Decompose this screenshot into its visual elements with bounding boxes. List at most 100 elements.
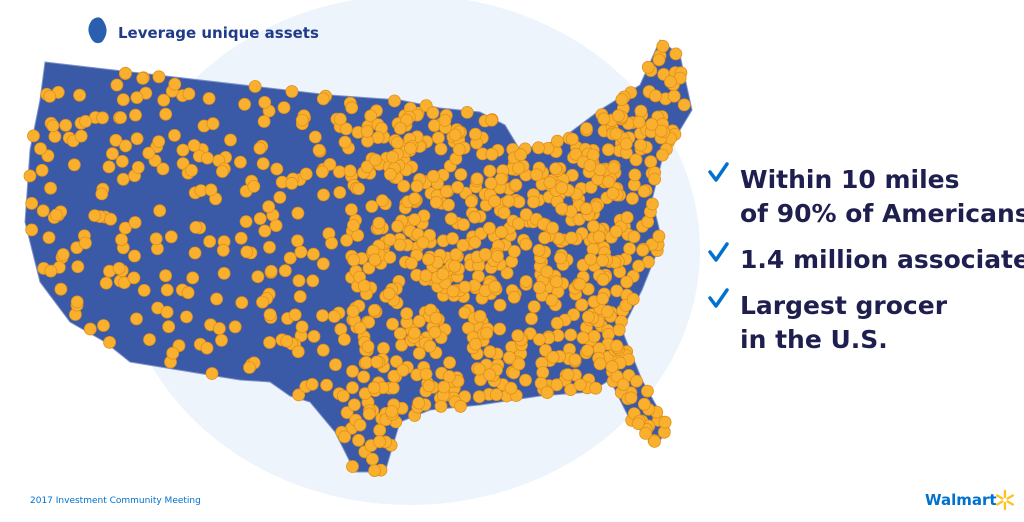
store-dot: [468, 210, 482, 224]
store-dot: [597, 112, 611, 126]
store-dot: [204, 183, 218, 197]
store-dot: [525, 312, 538, 326]
store-dot: [292, 388, 306, 402]
store-dot: [346, 381, 359, 395]
store-dot: [277, 101, 291, 114]
store-dot: [340, 233, 354, 247]
store-dot: [497, 206, 511, 220]
store-dot: [545, 293, 559, 307]
store-dot: [188, 246, 202, 260]
store-dot: [346, 304, 360, 318]
store-dot: [637, 397, 651, 411]
store-dot: [239, 215, 253, 229]
store-dot: [200, 151, 214, 165]
store-dot: [367, 303, 381, 317]
store-dot: [587, 219, 600, 233]
store-dot: [316, 343, 330, 357]
store-dot: [484, 176, 498, 190]
store-dot: [159, 269, 173, 283]
store-dot: [215, 165, 229, 178]
store-dot: [333, 186, 347, 199]
store-dot: [530, 168, 543, 182]
store-dot: [649, 89, 662, 103]
store-dot: [533, 333, 546, 346]
store-dot: [623, 242, 636, 256]
store-dot: [630, 374, 643, 388]
store-dot: [238, 97, 252, 111]
store-dot: [592, 230, 606, 244]
store-dot: [386, 150, 399, 164]
store-dot: [112, 261, 126, 275]
store-dot: [185, 163, 198, 177]
store-dot: [315, 165, 329, 179]
store-dot: [83, 322, 97, 336]
store-dot: [391, 219, 405, 233]
store-dot: [464, 195, 478, 209]
store-dot: [596, 273, 610, 287]
store-dot: [549, 162, 563, 176]
store-dot: [96, 111, 109, 125]
store-dot: [181, 286, 195, 300]
store-dot: [337, 333, 351, 346]
store-dot: [550, 275, 563, 289]
store-dot: [168, 77, 182, 91]
store-dot: [512, 357, 526, 371]
store-dot: [224, 133, 237, 147]
store-dot: [421, 252, 435, 266]
store-dot: [338, 430, 352, 444]
store-dot: [347, 253, 361, 267]
store-dot: [652, 53, 666, 67]
store-dot: [538, 231, 551, 245]
store-dot: [369, 153, 382, 167]
store-dot: [416, 236, 430, 250]
store-dot: [159, 107, 173, 121]
store-dot: [35, 163, 49, 177]
store-dot: [375, 194, 389, 208]
store-dot: [88, 209, 102, 223]
store-dot: [382, 287, 396, 301]
store-dot: [142, 146, 156, 160]
store-dot: [46, 119, 60, 133]
store-dot: [561, 368, 575, 382]
store-dot: [118, 221, 132, 235]
store-dot: [439, 185, 453, 198]
store-dot: [307, 329, 321, 343]
store-dot: [106, 147, 119, 161]
store-dot: [485, 147, 499, 161]
store-dot: [200, 341, 214, 355]
store-dot: [110, 78, 124, 92]
store-dot: [636, 243, 649, 257]
store-dot: [641, 384, 654, 398]
store-dot: [365, 452, 379, 466]
store-dot: [130, 132, 144, 146]
store-dot: [616, 378, 630, 392]
store-dot: [54, 282, 68, 296]
store-dot: [456, 238, 470, 252]
store-dot: [639, 426, 652, 440]
store-dot: [423, 339, 437, 353]
store-dot: [429, 311, 443, 325]
bullet-text: Largest grocer: [740, 291, 948, 320]
store-dot: [543, 176, 557, 190]
store-dot: [143, 333, 156, 347]
store-dot: [519, 373, 532, 387]
store-dot: [202, 92, 216, 105]
store-dot: [253, 212, 267, 226]
store-dot: [316, 92, 330, 106]
check-mark: [708, 162, 729, 182]
store-dot: [131, 160, 145, 174]
store-dot: [336, 389, 350, 403]
store-dot: [442, 370, 456, 383]
store-dot: [503, 351, 516, 364]
store-dot: [658, 415, 672, 429]
store-dot: [632, 115, 646, 129]
store-dot: [206, 117, 220, 131]
store-dot: [580, 122, 593, 135]
store-dot: [596, 254, 609, 267]
store-dot: [373, 435, 387, 449]
store-dot: [448, 259, 462, 273]
store-dot: [629, 153, 643, 167]
store-dot: [605, 360, 619, 374]
store-dot: [152, 70, 166, 84]
store-dot: [519, 237, 533, 251]
